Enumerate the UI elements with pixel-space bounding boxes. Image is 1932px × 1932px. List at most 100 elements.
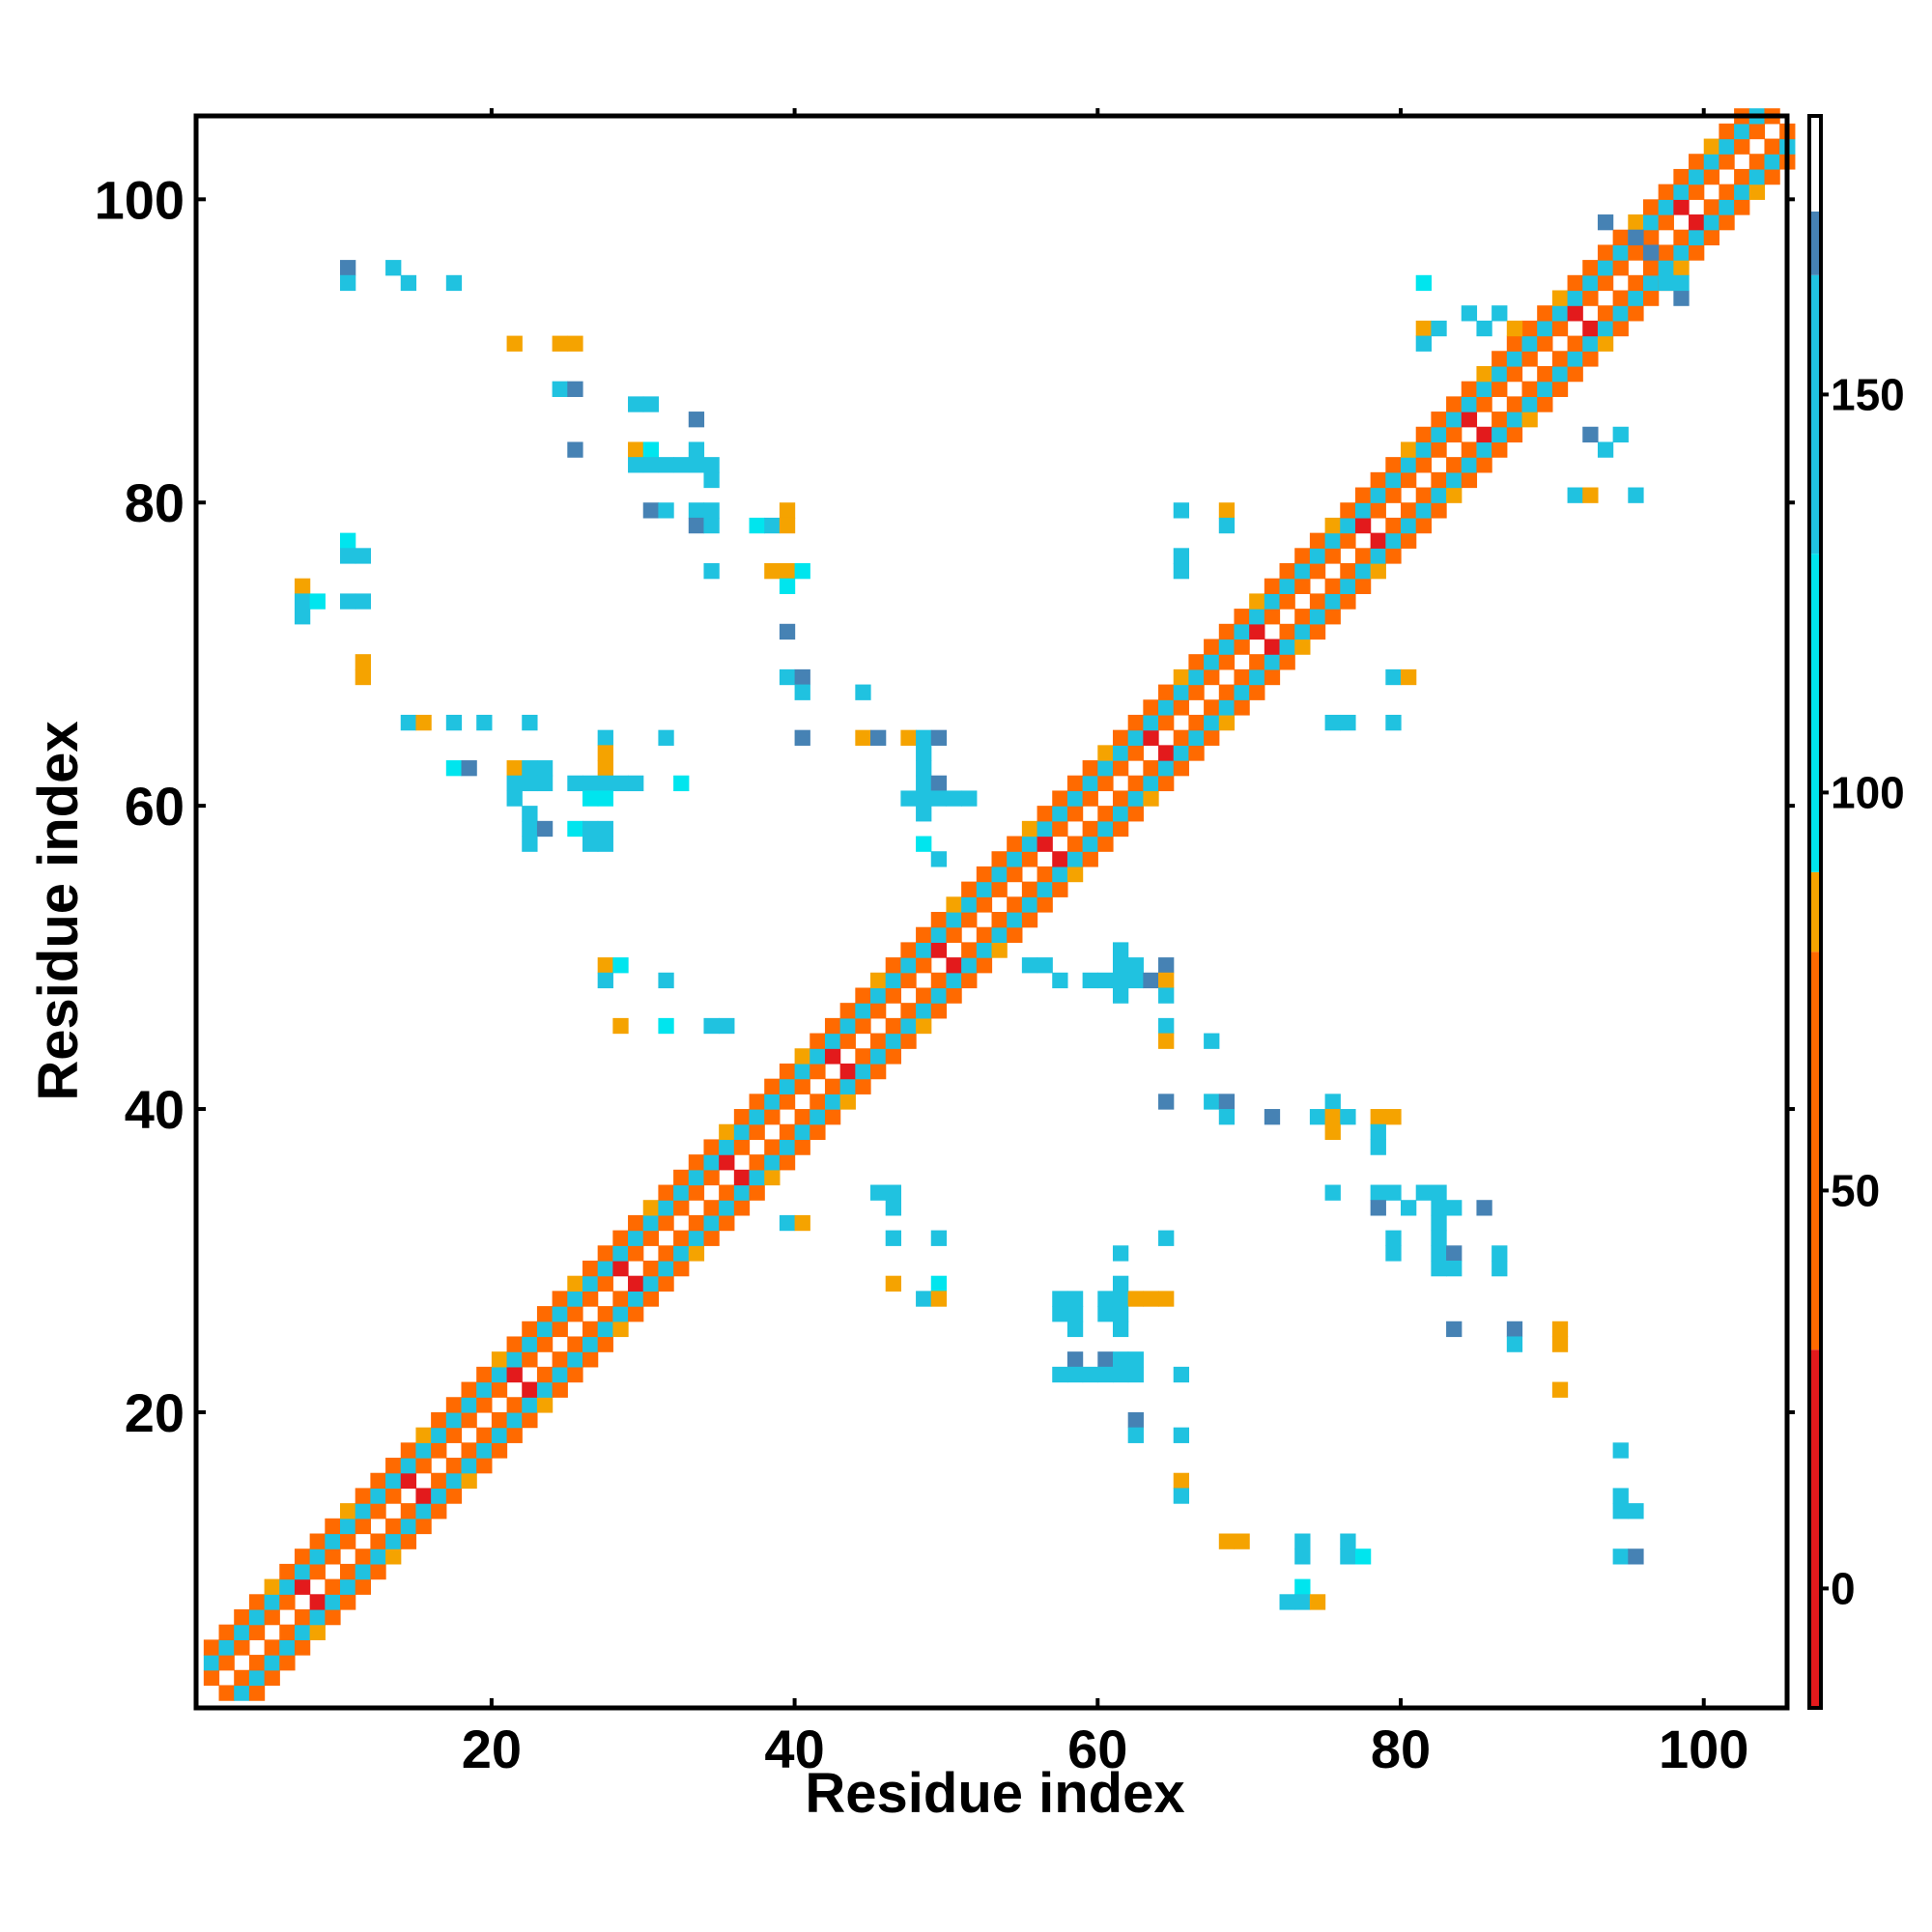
contact-cell [1007, 836, 1023, 852]
contact-cell [1703, 154, 1720, 170]
contact-cell [309, 593, 326, 610]
contact-cell [1597, 441, 1614, 458]
contact-cell [522, 836, 538, 852]
contact-cell [1127, 775, 1144, 792]
contact-cell [1537, 365, 1553, 383]
contact-cell [1506, 426, 1523, 443]
contact-cell [1112, 745, 1129, 761]
contact-cell [309, 1608, 326, 1626]
contact-cell [1492, 365, 1508, 383]
contact-cell [658, 729, 674, 746]
contact-cell [1052, 1291, 1068, 1307]
contact-cell [1612, 426, 1629, 443]
contact-cell [658, 1275, 674, 1292]
contact-cell [642, 441, 660, 458]
contact-cell [1521, 320, 1538, 337]
contact-cell [325, 1548, 341, 1565]
contact-cell [567, 1366, 583, 1383]
contact-cell [1127, 1411, 1144, 1429]
contact-cell [264, 1578, 280, 1595]
contact-cell [961, 881, 978, 897]
contact-cell [1037, 820, 1053, 838]
contact-cell [703, 457, 720, 473]
contact-cell [1446, 1200, 1463, 1216]
contact-cell [1401, 668, 1417, 686]
contact-cell [552, 1366, 568, 1383]
contact-cell [1446, 487, 1463, 503]
contact-cell [1537, 381, 1553, 397]
contact-cell [1052, 820, 1068, 838]
contact-cell [673, 775, 690, 792]
contact-cell [431, 1427, 447, 1443]
contact-cell [642, 396, 660, 412]
x-tick-label: 80 [1371, 1719, 1431, 1779]
contact-cell [1340, 563, 1356, 580]
contact-cell [688, 1214, 705, 1232]
contact-cell [885, 987, 901, 1004]
contact-cell [567, 1351, 583, 1368]
contact-cell [1461, 441, 1478, 458]
contact-cell [991, 912, 1008, 928]
contact-cell [1582, 351, 1599, 367]
contact-cell [946, 987, 962, 1004]
contact-cell [930, 987, 948, 1004]
contact-cell [824, 1094, 841, 1110]
contact-cell [1415, 441, 1432, 458]
x-axis-title: Residue index [805, 1762, 1184, 1825]
contact-cell [582, 820, 599, 838]
contact-cell [370, 1472, 386, 1490]
contact-cell [370, 1563, 386, 1580]
contact-cell [1340, 714, 1356, 731]
contact-cell [552, 1381, 568, 1398]
contact-cell [658, 457, 674, 473]
contact-cell [1719, 138, 1735, 155]
contact-cell [1173, 548, 1190, 564]
contact-cell [506, 790, 523, 807]
contact-cell [506, 1336, 523, 1352]
contact-cell [522, 714, 538, 731]
contact-cell [961, 942, 978, 958]
contact-cell [400, 714, 417, 731]
contact-cell [522, 1381, 538, 1398]
contact-cell [536, 1306, 554, 1322]
contact-cell [1401, 532, 1417, 549]
contact-cell [445, 1458, 463, 1474]
contact-cell [1007, 912, 1023, 928]
contact-cell [870, 1003, 887, 1019]
contact-cell [340, 1563, 356, 1580]
x-tick-label: 40 [764, 1719, 824, 1779]
contact-cell [1551, 365, 1569, 383]
contact-cell [1324, 1123, 1341, 1141]
contact-cell [1218, 1533, 1236, 1549]
contact-cell [431, 1503, 447, 1520]
contact-cell [658, 1245, 674, 1262]
contact-cell [1582, 274, 1599, 292]
contact-cell [855, 729, 871, 746]
contact-cell [930, 729, 948, 746]
contact-cell [930, 1291, 948, 1307]
contact-cell [355, 593, 371, 610]
contact-cell [1234, 684, 1250, 700]
contact-cell [642, 1200, 660, 1216]
contact-cell [1264, 609, 1281, 625]
contact-cell [870, 1033, 887, 1049]
contact-cell [522, 1411, 538, 1429]
contact-cell [1370, 471, 1386, 489]
contact-cell [355, 548, 371, 564]
contact-cell [1173, 1472, 1190, 1490]
contact-cell [1567, 335, 1583, 352]
contact-cell [1294, 1533, 1311, 1549]
contact-cell [340, 593, 356, 610]
contact-cell [1612, 305, 1629, 322]
contact-cell [1385, 517, 1402, 534]
contact-cell [628, 1245, 644, 1262]
contact-cell [1597, 260, 1614, 276]
contact-cell [1204, 639, 1220, 655]
contact-cell [522, 1321, 538, 1338]
contact-cell [703, 563, 720, 580]
contact-cell [1188, 684, 1205, 700]
contact-cell [1082, 775, 1098, 792]
contact-cell [749, 1094, 765, 1110]
contact-cell [1567, 365, 1583, 383]
contact-cell [1173, 502, 1190, 519]
